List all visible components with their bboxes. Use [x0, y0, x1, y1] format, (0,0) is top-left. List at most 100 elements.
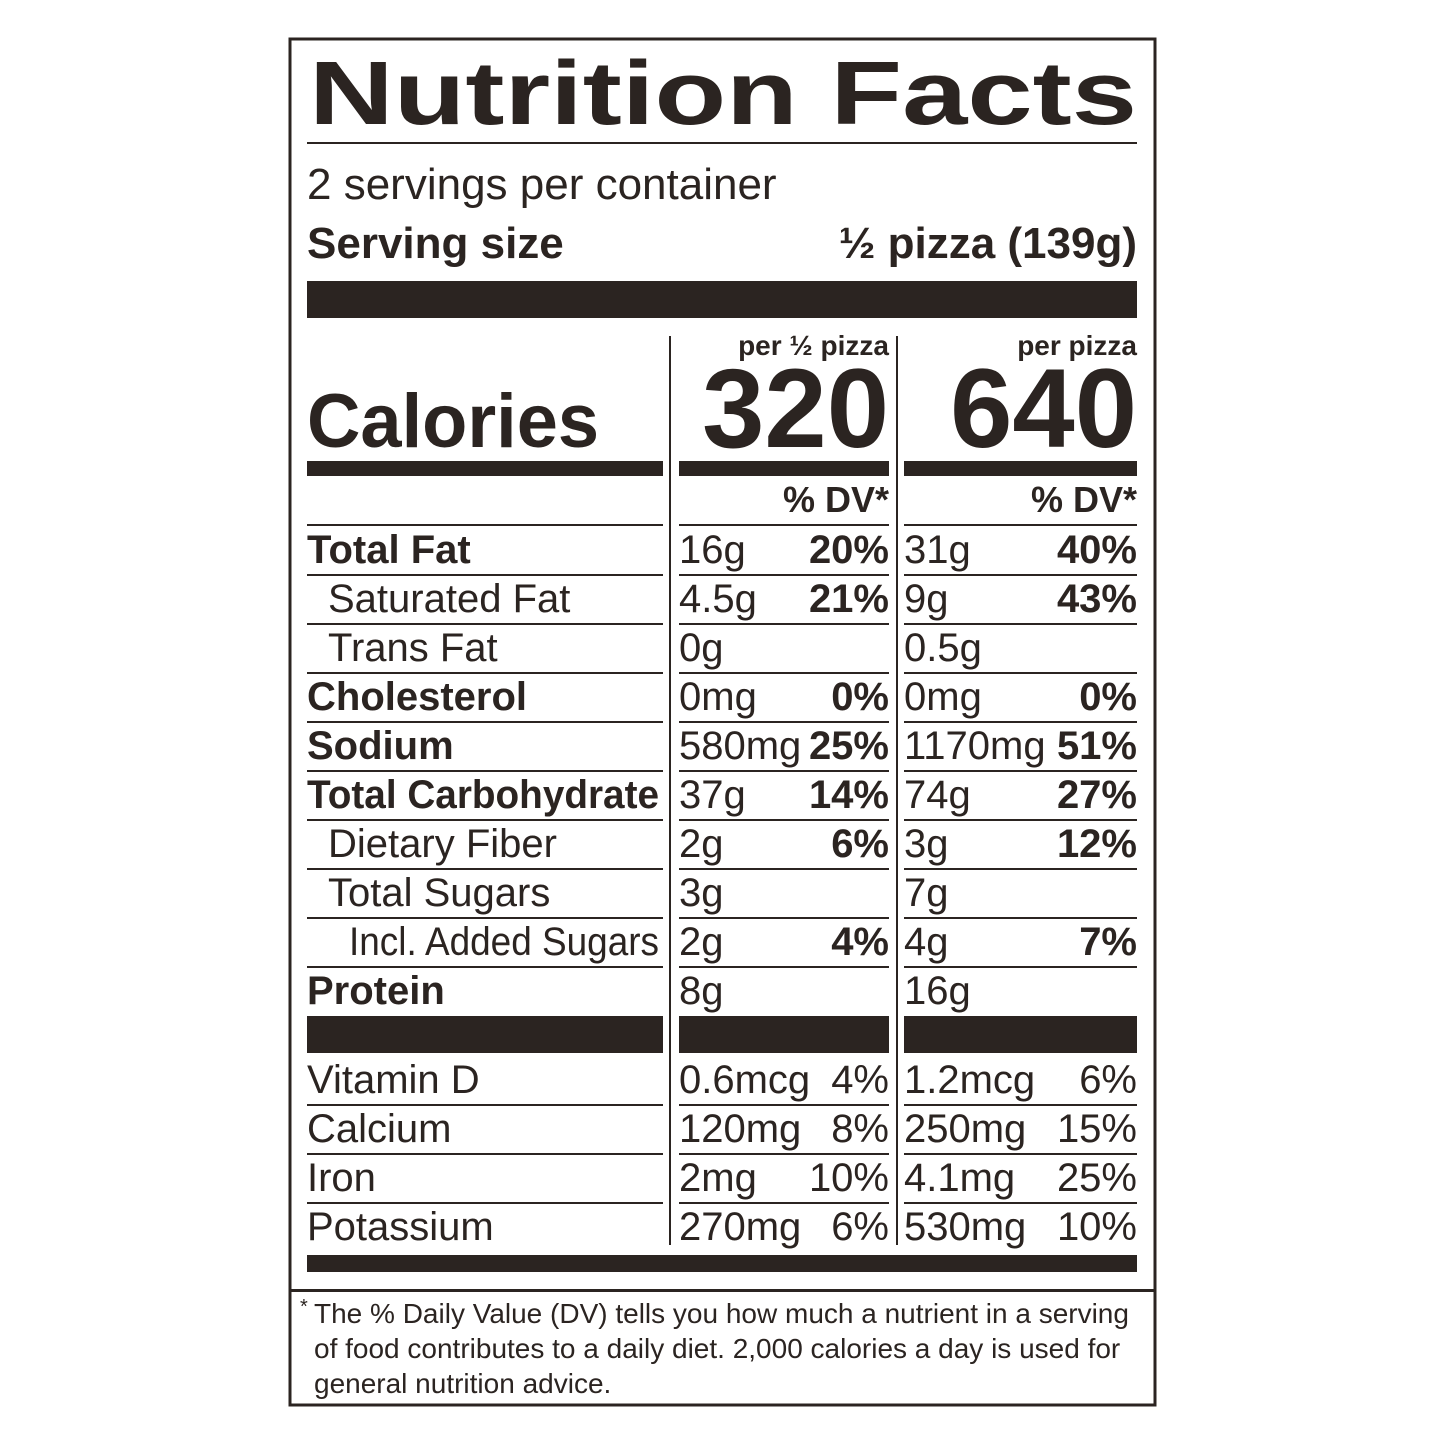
amount: 4.5g: [679, 577, 757, 621]
amount: 8g: [679, 969, 724, 1013]
amount: 4.1mg: [904, 1156, 1015, 1200]
row-rule: [307, 1153, 663, 1155]
daily-value: 51%: [1057, 724, 1137, 768]
row-rule: [307, 770, 663, 772]
nutrient-name: Vitamin D: [307, 1058, 480, 1102]
amount: 530mg: [904, 1205, 1026, 1249]
amount: 2g: [679, 822, 724, 866]
row-rule: [307, 1202, 663, 1204]
row-rule: [679, 868, 889, 870]
row-rule: [307, 574, 663, 576]
row-rule: [307, 819, 663, 821]
amount: 2mg: [679, 1156, 757, 1200]
section-bar: [679, 1016, 889, 1053]
daily-value: 4%: [831, 1058, 889, 1102]
row-rule: [307, 917, 663, 919]
row-rule: [679, 721, 889, 723]
amount: 580mg: [679, 724, 801, 768]
servings: 2 servings per container: [307, 160, 777, 209]
rule: [307, 142, 1137, 144]
daily-value: 4%: [831, 920, 889, 964]
calories-value: 640: [950, 346, 1137, 471]
serving-size-value: ½ pizza (139g): [839, 219, 1137, 268]
row-rule: [679, 966, 889, 968]
title: Nutrition Facts: [309, 44, 1137, 144]
row-rule: [904, 917, 1137, 919]
amount: 3g: [904, 822, 949, 866]
row-rule: [904, 1202, 1137, 1204]
row-rule: [307, 868, 663, 870]
daily-value: 43%: [1057, 577, 1137, 621]
daily-value: 0%: [831, 675, 889, 719]
column-header: per ½ pizza: [738, 330, 889, 361]
nutrient-name: Sodium: [307, 724, 454, 768]
amount: 31g: [904, 528, 971, 572]
row-rule: [904, 966, 1137, 968]
daily-value: 25%: [809, 724, 889, 768]
daily-value: 6%: [831, 1205, 889, 1249]
amount: 16g: [679, 528, 746, 572]
row-rule: [679, 524, 889, 526]
nutrient-name: Cholesterol: [307, 675, 527, 719]
daily-value: 6%: [1079, 1058, 1137, 1102]
row-rule: [904, 524, 1137, 526]
row-rule: [307, 623, 663, 625]
row-rule: [904, 623, 1137, 625]
daily-value: 12%: [1057, 822, 1137, 866]
column-header: per pizza: [1017, 330, 1137, 361]
section-bar: [679, 461, 889, 476]
row-rule: [679, 1153, 889, 1155]
row-rule: [307, 721, 663, 723]
section-bar: [307, 1016, 663, 1053]
column-divider: [669, 336, 671, 1245]
footnote: The % Daily Value (DV) tells you how muc…: [314, 1298, 1129, 1399]
bottom-bar: [307, 1255, 1137, 1272]
daily-value: 20%: [809, 528, 889, 572]
nutrient-name: Iron: [307, 1156, 376, 1200]
row-rule: [679, 917, 889, 919]
daily-value: 27%: [1057, 773, 1137, 817]
row-rule: [679, 819, 889, 821]
row-rule: [904, 1153, 1137, 1155]
row-rule: [307, 672, 663, 674]
daily-value: 14%: [809, 773, 889, 817]
row-rule: [904, 574, 1137, 576]
row-rule: [679, 1104, 889, 1106]
thick-bar: [307, 281, 1137, 318]
amount: 74g: [904, 773, 971, 817]
amount: 250mg: [904, 1107, 1026, 1151]
daily-value: 10%: [1057, 1205, 1137, 1249]
nutrient-name: Trans Fat: [328, 626, 498, 670]
section-bar: [307, 461, 663, 476]
calories-value: 320: [702, 346, 889, 471]
daily-value: 21%: [809, 577, 889, 621]
row-rule: [307, 1104, 663, 1106]
amount: 16g: [904, 969, 971, 1013]
amount: 0mg: [904, 675, 982, 719]
daily-value: 40%: [1057, 528, 1137, 572]
calories-label: Calories: [307, 379, 599, 464]
daily-value: 0%: [1079, 675, 1137, 719]
amount: 3g: [679, 871, 724, 915]
row-rule: [679, 770, 889, 772]
row-rule: [679, 574, 889, 576]
section-bar: [904, 461, 1137, 476]
nutrient-name: Dietary Fiber: [328, 822, 557, 866]
amount: 0g: [679, 626, 724, 670]
nutrient-name: Total Fat: [307, 528, 471, 572]
amount: 4g: [904, 920, 949, 964]
amount: 270mg: [679, 1205, 801, 1249]
row-rule: [307, 966, 663, 968]
daily-value: 6%: [831, 822, 889, 866]
amount: 0mg: [679, 675, 757, 719]
amount: 120mg: [679, 1107, 801, 1151]
amount: 7g: [904, 871, 949, 915]
row-rule: [679, 1202, 889, 1204]
nutrient-name: Incl. Added Sugars: [349, 920, 659, 964]
footnote-rule: [290, 1289, 1155, 1292]
row-rule: [679, 623, 889, 625]
row-rule: [904, 1104, 1137, 1106]
row-rule: [904, 721, 1137, 723]
footnote-mark: *: [300, 1296, 308, 1318]
